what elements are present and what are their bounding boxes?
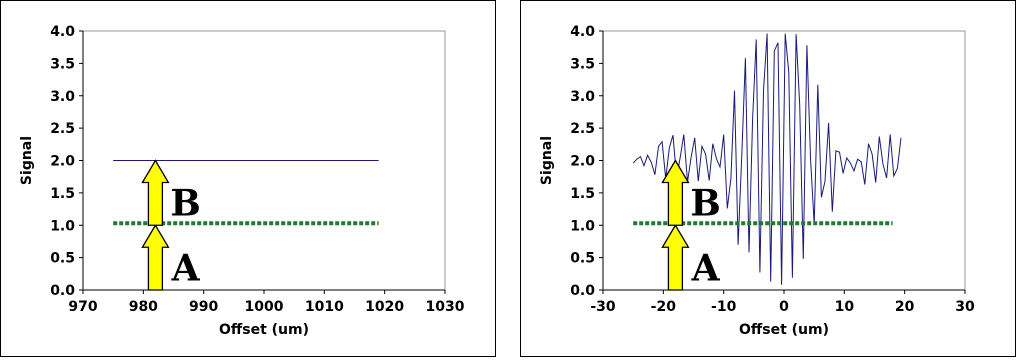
chart-0-y-tick-label: 3.0 — [50, 89, 75, 105]
chart-0-y-tick-label: 3.5 — [50, 56, 75, 72]
chart-0-x-tick-label: 1000 — [245, 299, 284, 315]
chart-0-x-tick-label: 1030 — [426, 299, 465, 315]
chart-1-annotation-B: B — [690, 183, 720, 225]
chart-0-y-tick-label: 0.5 — [50, 251, 75, 267]
chart-1-x-tick-label: 30 — [955, 299, 975, 315]
chart-1-annotation-A: A — [691, 247, 721, 289]
chart-1-y-tick-label: 0.0 — [570, 283, 595, 299]
chart-1-y-tick-label: 4.0 — [570, 24, 595, 40]
chart-0-y-axis-title: Signal — [19, 136, 35, 185]
chart-0-x-axis-title: Offset (um) — [219, 322, 309, 338]
chart-0-y-tick-label: 0.0 — [50, 283, 75, 299]
chart-0-annotation-A: A — [171, 247, 201, 289]
chart-1-x-tick-label: -10 — [711, 299, 737, 315]
chart-0-y-tick-label: 2.0 — [50, 154, 75, 170]
chart-0-annotation-B: B — [170, 183, 200, 225]
chart-1-y-tick-label: 0.5 — [570, 251, 595, 267]
chart-0-y-tick-label: 1.0 — [50, 218, 75, 234]
chart-1-x-tick-label: -20 — [651, 299, 677, 315]
chart-0-x-tick-label: 990 — [189, 299, 218, 315]
chart-1-y-tick-label: 3.5 — [570, 56, 595, 72]
chart-1-y-tick-label: 1.0 — [570, 218, 595, 234]
chart-1-x-tick-label: -30 — [590, 299, 616, 315]
chart-1-x-tick-label: 20 — [895, 299, 915, 315]
chart-0-x-tick-label: 1010 — [305, 299, 344, 315]
chart-0-y-tick-label: 1.5 — [50, 186, 75, 202]
chart-1-y-tick-label: 1.5 — [570, 186, 595, 202]
chart-1-y-axis-title: Signal — [539, 136, 555, 185]
chart-0-y-tick-label: 2.5 — [50, 121, 75, 137]
chart-right: 0.0 0.5 1.0 1.5 2.0 2.5 3.0 3.5 4.0 -30 -20 -10 0 10 2… — [521, 1, 1015, 356]
chart-1-y-tick-label: 3.0 — [570, 89, 595, 105]
chart-0-x-tick-label: 970 — [68, 299, 97, 315]
chart-0-x-tick-label: 1020 — [365, 299, 404, 315]
chart-0-x-tick-label: 980 — [129, 299, 158, 315]
chart-1-x-axis-title: Offset (um) — [739, 322, 829, 338]
chart-1-plot-area — [603, 31, 965, 290]
chart-panel-left: 0.0 0.5 1.0 1.5 2.0 2.5 3.0 3.5 4.0 970 980 990 1000… — [0, 0, 496, 357]
chart-panel-right: 0.0 0.5 1.0 1.5 2.0 2.5 3.0 3.5 4.0 -30 -20 -10 0 10 2… — [520, 0, 1016, 357]
chart-1-y-tick-label: 2.0 — [570, 154, 595, 170]
chart-1-x-tick-label: 10 — [835, 299, 855, 315]
chart-0-y-tick-label: 4.0 — [50, 24, 75, 40]
chart-left: 0.0 0.5 1.0 1.5 2.0 2.5 3.0 3.5 4.0 970 980 990 1000… — [1, 1, 495, 356]
chart-1-x-tick-label: 0 — [779, 299, 789, 315]
chart-1-y-tick-label: 2.5 — [570, 121, 595, 137]
